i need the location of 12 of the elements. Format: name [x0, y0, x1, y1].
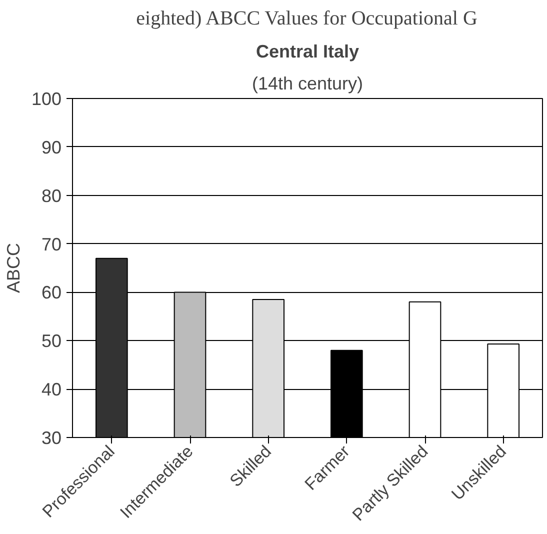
- y-tick-label: 30: [41, 428, 62, 448]
- y-tick-label: 70: [41, 234, 62, 254]
- chart-title: Central Italy: [256, 42, 360, 62]
- y-axis-title: ABCC: [3, 242, 24, 294]
- chart-subtitle: (14th century): [252, 74, 364, 94]
- y-tick-label: 50: [41, 331, 62, 352]
- y-tick-label: 40: [41, 380, 62, 400]
- y-tick-label: 60: [41, 282, 62, 303]
- y-tick-label: 100: [31, 89, 62, 109]
- y-tick-label: 80: [41, 186, 62, 206]
- text: eighted) ABCC Values for Occupational G: [136, 8, 478, 30]
- y-tick-label: 90: [41, 137, 62, 158]
